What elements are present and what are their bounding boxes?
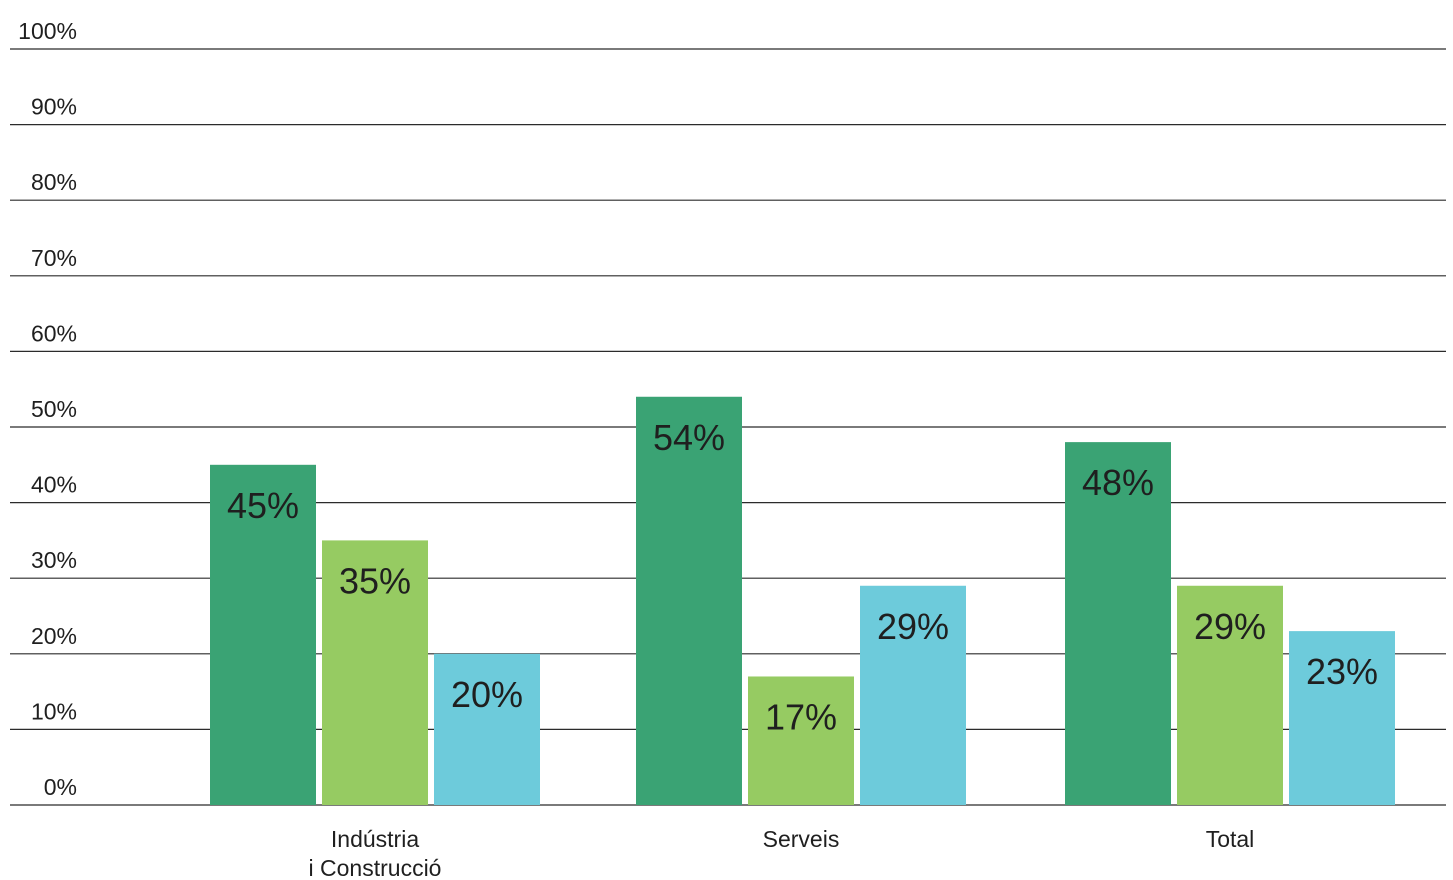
x-axis-category-labels: Indústria i Construcció Serveis Total	[309, 826, 1255, 880]
y-tick-label: 90%	[31, 94, 77, 120]
bar	[1065, 442, 1171, 805]
y-tick-label: 50%	[31, 396, 77, 422]
bar-value-label: 35%	[339, 560, 411, 601]
y-tick-label: 100%	[18, 18, 77, 44]
bar	[636, 396, 742, 805]
bar-value-label: 29%	[1194, 606, 1266, 647]
x-category-label: Indústria i Construcció	[309, 826, 442, 880]
bar	[1177, 585, 1283, 805]
bar-value-labels: 45% 54% 48% 35% 17% 29% 20% 29% 23%	[227, 417, 1378, 738]
bar-value-label: 48%	[1082, 462, 1154, 503]
y-tick-label: 40%	[31, 472, 77, 498]
y-tick-label: 10%	[31, 698, 77, 724]
y-tick-label: 60%	[31, 320, 77, 346]
x-category-label: Total	[1206, 826, 1255, 852]
bar-value-label: 23%	[1306, 651, 1378, 692]
y-axis-tick-labels: 0% 10% 20% 30% 40% 50% 60% 70% 80% 90% 100%	[18, 18, 77, 800]
y-tick-label: 20%	[31, 623, 77, 649]
bar-value-label: 17%	[765, 696, 837, 737]
bar	[434, 653, 540, 805]
y-tick-label: 0%	[44, 774, 77, 800]
bar-value-label: 54%	[653, 417, 725, 458]
bar	[322, 540, 428, 805]
bar-value-label: 29%	[877, 606, 949, 647]
y-tick-label: 70%	[31, 245, 77, 271]
bars	[210, 396, 1395, 805]
bar	[210, 464, 316, 805]
bar-value-label: 45%	[227, 485, 299, 526]
bar	[860, 585, 966, 805]
bar	[1289, 631, 1395, 805]
y-tick-label: 30%	[31, 547, 77, 573]
y-tick-label: 80%	[31, 169, 77, 195]
bar-value-label: 20%	[451, 674, 523, 715]
bar	[748, 676, 854, 805]
x-category-label: Serveis	[763, 826, 840, 852]
